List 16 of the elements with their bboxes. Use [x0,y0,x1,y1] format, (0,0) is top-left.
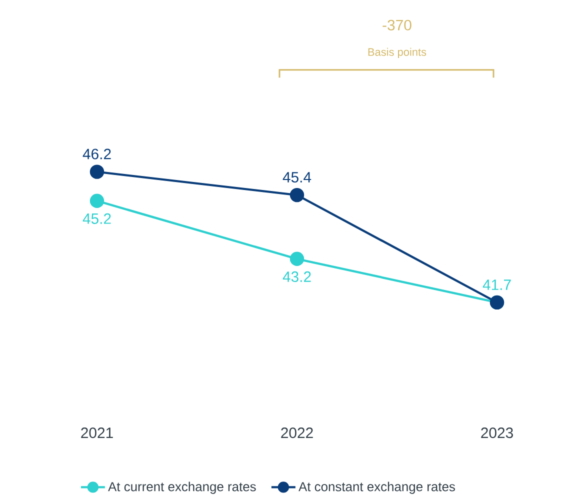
point [290,252,304,266]
point [90,194,104,208]
point [290,188,304,202]
legend-label: At constant exchange rates [298,482,455,494]
legend-label: At current exchange rates [108,482,256,494]
data-label: 43.2 [282,271,311,282]
x-tick-label: 2022 [281,428,313,438]
x-tick-label: 2023 [481,428,513,438]
data-label: 45.4 [282,172,312,183]
x-tick-label: 2021 [81,428,113,438]
data-label: 41.7 [482,280,511,290]
text: -370 [382,20,412,30]
point [90,164,104,179]
text: Basis points [368,48,426,58]
data-label: 45.2 [82,213,111,224]
data-label: 46.2 [82,148,111,160]
